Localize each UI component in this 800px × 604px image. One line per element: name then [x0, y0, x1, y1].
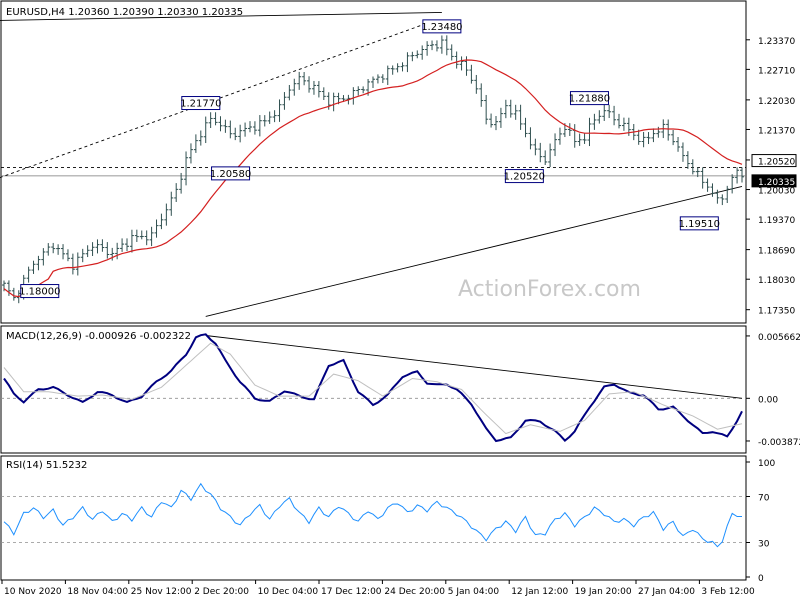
y-tick-label: 1.19370	[758, 216, 795, 226]
rsi-label: RSI(14) 51.5232	[6, 460, 87, 471]
y-tick-label: 1.17350	[758, 307, 795, 317]
swing-label: 1.21880	[569, 94, 610, 105]
moving-average-line	[3, 59, 743, 298]
swing-label-box	[679, 216, 719, 231]
swing-label-box	[569, 91, 609, 106]
x-tick-label: 5 Jan 04:00	[448, 587, 500, 597]
x-tick-label: 17 Dec 12:00	[321, 587, 382, 597]
swing-label: 1.21770	[180, 99, 221, 110]
price-marker-box	[751, 154, 797, 168]
y-tick-label: 30	[758, 540, 770, 550]
macd-trendline	[205, 335, 743, 399]
macd-panel-frame	[0, 325, 747, 454]
x-tick-label: 18 Nov 04:00	[67, 587, 128, 597]
macd-label: MACD(12,26,9) -0.000926 -0.002322	[6, 331, 191, 342]
y-tick-label: 1.21370	[758, 126, 795, 136]
rsi-line	[3, 482, 742, 548]
x-tick-label: 10 Dec 04:00	[258, 587, 319, 597]
watermark: ActionForex.com	[458, 277, 641, 302]
x-tick-label: 25 Nov 12:00	[131, 587, 192, 597]
y-tick-label: 1.22030	[758, 97, 795, 107]
swing-label: 1.20580	[210, 169, 251, 180]
y-tick-label: 0	[758, 574, 764, 584]
y-tick-label: 1.22710	[758, 66, 795, 76]
x-tick-label: 2 Dec 20:00	[194, 587, 249, 597]
macd-main-line	[3, 333, 743, 443]
swing-label: 1.19510	[679, 219, 720, 230]
y-tick-label: 100	[758, 459, 775, 469]
swing-label-box	[20, 284, 60, 299]
macd-signal-line	[3, 342, 743, 435]
x-tick-label: 12 Jan 12:00	[511, 587, 568, 597]
trendline	[0, 11, 442, 21]
swing-label: 1.18000	[19, 287, 60, 298]
x-tick-label: 27 Jan 04:00	[638, 587, 695, 597]
y-tick-label: -0.003872	[758, 438, 800, 448]
y-tick-label: 0.00	[758, 395, 778, 405]
x-tick-label: 10 Nov 2020	[4, 587, 62, 597]
trendline	[205, 185, 743, 317]
swing-label: 1.23480	[421, 22, 462, 33]
y-tick-label: 1.20030	[758, 187, 795, 197]
x-tick-label: 19 Jan 20:00	[575, 587, 632, 597]
x-tick-label: 24 Dec 20:00	[384, 587, 445, 597]
y-tick-label: 1.23370	[758, 37, 795, 47]
price-panel: EURUSD,H4 1.20360 1.20390 1.20330 1.2033…	[0, 0, 797, 324]
x-tick-label: 3 Feb 12:00	[701, 587, 755, 597]
rsi-panel: RSI(14) 51.5232 100 70 30 0	[0, 455, 775, 584]
y-tick-label: 70	[758, 494, 770, 504]
price-marker-label: 1.20520	[758, 158, 795, 168]
swing-label-box	[422, 19, 462, 34]
symbol-header: EURUSD,H4 1.20360 1.20390 1.20330 1.2033…	[6, 7, 243, 18]
price-marker-box	[751, 174, 797, 188]
y-tick-label: 1.18030	[758, 276, 795, 286]
swing-label-box	[211, 166, 251, 181]
rsi-panel-frame	[0, 455, 747, 581]
swing-label: 1.20520	[504, 172, 545, 183]
x-axis: 10 Nov 2020 18 Nov 04:00 25 Nov 12:00 2 Dec…	[1, 580, 755, 597]
swing-label-box	[504, 169, 544, 184]
swing-label-box	[181, 96, 221, 111]
y-tick-label: 1.18690	[758, 247, 795, 257]
macd-panel: MACD(12,26,9) -0.000926 -0.002322 0.0056…	[0, 325, 800, 454]
price-marker-label: 1.20335	[758, 178, 795, 188]
price-panel-frame	[0, 0, 747, 324]
y-tick-label: 0.005662	[758, 333, 800, 343]
